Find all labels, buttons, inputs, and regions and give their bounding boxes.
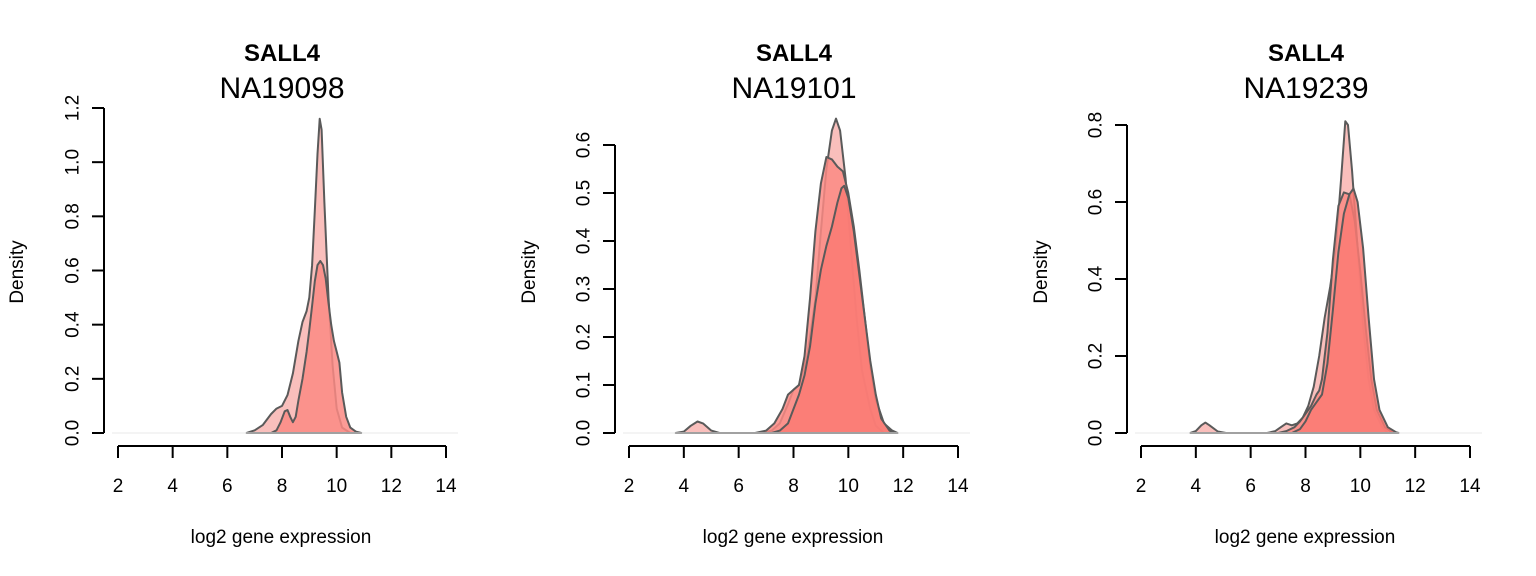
x-tick-label: 4 <box>1191 476 1202 497</box>
y-tick-label: 0.8 <box>63 203 84 229</box>
y-axis: 0.0 0.2 0.4 0.6 0.8 <box>1086 112 1128 446</box>
y-axis: 0.0 0.1 0.2 0.3 0.4 0.5 0.6 <box>574 132 616 446</box>
panel-gene-title: SALL4 <box>1268 40 1345 67</box>
x-tick-label: 8 <box>1300 476 1311 497</box>
x-axis: 2 4 6 8 10 12 14 <box>113 445 457 497</box>
x-axis: 2 4 6 8 10 12 14 <box>1136 445 1481 497</box>
y-tick-label: 0.4 <box>1086 265 1107 292</box>
density-curve-2 <box>270 260 363 434</box>
x-tick-label: 14 <box>1459 476 1481 497</box>
x-tick-label: 8 <box>788 476 799 497</box>
y-tick-label: 1.2 <box>63 95 84 121</box>
density-curve-3 <box>770 184 896 434</box>
y-axis-label: Density <box>519 240 540 304</box>
y-tick-label: 0.2 <box>1086 343 1107 369</box>
y-tick-label: 0.4 <box>63 311 84 338</box>
y-tick-label: 0.2 <box>63 366 84 392</box>
x-tick-label: 14 <box>947 476 969 497</box>
x-tick-label: 12 <box>381 476 402 497</box>
y-tick-label: 0.5 <box>574 180 595 206</box>
x-tick-label: 8 <box>277 476 288 497</box>
panel-sample-title: NA19101 <box>731 72 856 105</box>
panel-gene-title: SALL4 <box>756 40 833 67</box>
y-tick-label: 0.0 <box>63 420 84 446</box>
y-tick-label: 0.6 <box>574 132 595 158</box>
x-tick-label: 12 <box>893 476 914 497</box>
y-tick-label: 0.0 <box>574 420 595 446</box>
x-axis-label: log2 gene expression <box>703 527 884 548</box>
panel-sample-title: NA19098 <box>219 72 344 105</box>
x-axis-label: log2 gene expression <box>191 527 372 548</box>
y-tick-label: 0.0 <box>1086 420 1107 446</box>
x-tick-label: 6 <box>222 476 233 497</box>
y-tick-label: 0.1 <box>574 372 595 398</box>
y-axis-label: Density <box>1031 240 1052 304</box>
x-axis-label: log2 gene expression <box>1215 527 1396 548</box>
density-curve-3 <box>1290 187 1400 434</box>
x-tick-label: 6 <box>1245 476 1256 497</box>
x-tick-label: 6 <box>733 476 744 497</box>
x-tick-label: 4 <box>679 476 690 497</box>
x-tick-label: 4 <box>167 476 178 497</box>
x-axis: 2 4 6 8 10 12 14 <box>624 445 969 497</box>
y-tick-label: 0.2 <box>574 324 595 350</box>
y-axis: 0.0 0.2 0.4 0.6 0.8 1.0 1.2 <box>63 95 105 446</box>
plot-area <box>623 117 970 434</box>
x-tick-label: 2 <box>624 476 635 497</box>
x-tick-label: 12 <box>1405 476 1426 497</box>
x-tick-label: 10 <box>326 476 347 497</box>
panel-na19098: SALL4 NA19098 0.0 0.2 0.4 0.6 0.8 1.0 1.2 2 4 6 8… <box>7 40 458 548</box>
plot-area <box>112 117 458 434</box>
x-tick-label: 14 <box>435 476 457 497</box>
x-tick-label: 10 <box>1350 476 1371 497</box>
y-axis-label: Density <box>7 240 28 304</box>
panel-gene-title: SALL4 <box>244 40 321 67</box>
y-tick-label: 0.3 <box>574 276 595 302</box>
panel-na19101: SALL4 NA19101 0.0 0.1 0.2 0.3 0.4 0.5 0.6 2 4 6 8… <box>519 40 970 548</box>
y-tick-label: 0.4 <box>574 227 595 254</box>
y-tick-label: 0.6 <box>1086 189 1107 215</box>
y-tick-label: 0.8 <box>1086 112 1107 138</box>
x-tick-label: 10 <box>838 476 859 497</box>
y-tick-label: 1.0 <box>63 149 84 175</box>
x-tick-label: 2 <box>1136 476 1147 497</box>
x-tick-label: 2 <box>113 476 124 497</box>
panel-sample-title: NA19239 <box>1243 72 1368 105</box>
plot-area <box>1135 120 1482 434</box>
panel-na19239: SALL4 NA19239 0.0 0.2 0.4 0.6 0.8 2 4 6 8 10 12 14… <box>1031 40 1482 548</box>
y-tick-label: 0.6 <box>63 257 84 283</box>
